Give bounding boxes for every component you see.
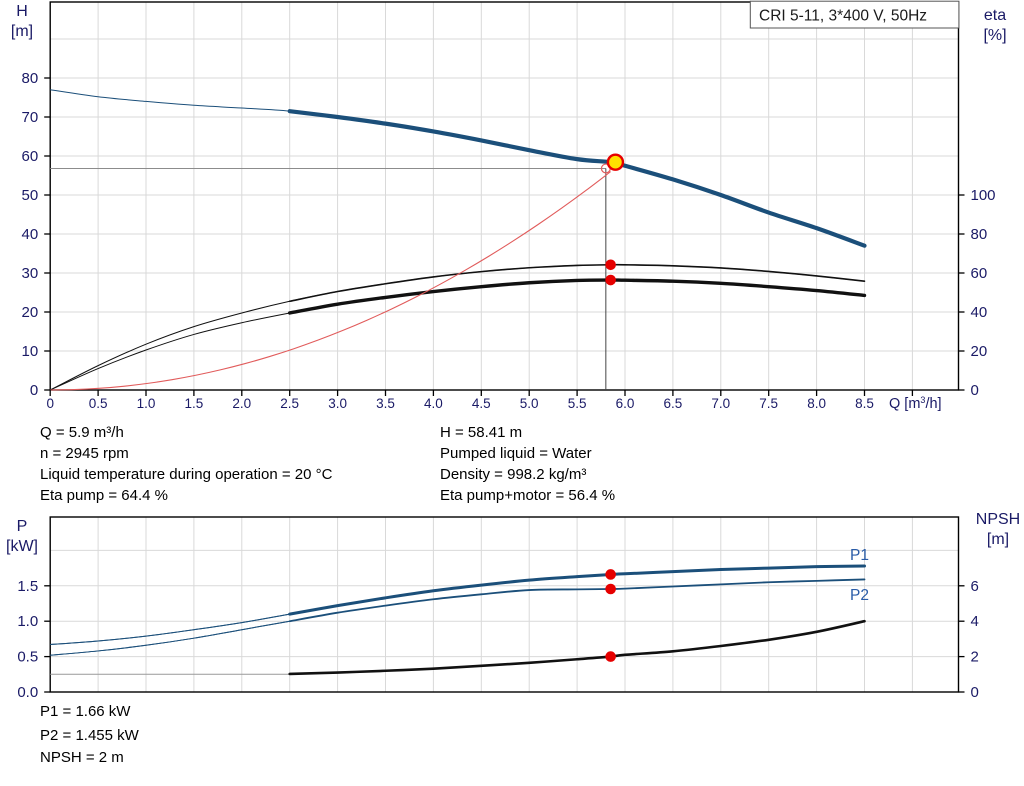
svg-text:60: 60 bbox=[971, 265, 988, 282]
svg-text:[m]: [m] bbox=[11, 23, 33, 40]
svg-text:H = 58.41 m: H = 58.41 m bbox=[440, 424, 522, 441]
svg-text:n = 2945 rpm: n = 2945 rpm bbox=[40, 445, 129, 462]
svg-text:60: 60 bbox=[22, 148, 39, 165]
svg-text:50: 50 bbox=[22, 187, 39, 204]
svg-text:30: 30 bbox=[22, 265, 39, 282]
svg-text:2: 2 bbox=[971, 649, 979, 666]
svg-text:Eta pump+motor = 56.4 %: Eta pump+motor = 56.4 % bbox=[440, 487, 615, 504]
svg-text:4: 4 bbox=[971, 613, 979, 630]
svg-text:4.5: 4.5 bbox=[472, 396, 491, 411]
svg-text:[%]: [%] bbox=[983, 27, 1006, 44]
svg-text:Pumped liquid = Water: Pumped liquid = Water bbox=[440, 445, 592, 462]
svg-text:80: 80 bbox=[22, 70, 39, 87]
svg-text:[m]: [m] bbox=[987, 531, 1009, 548]
svg-text:Q = 5.9 m³/h: Q = 5.9 m³/h bbox=[40, 424, 124, 441]
svg-text:8.0: 8.0 bbox=[807, 396, 826, 411]
svg-text:80: 80 bbox=[971, 226, 988, 243]
svg-text:5.0: 5.0 bbox=[520, 396, 539, 411]
svg-text:H: H bbox=[16, 3, 28, 20]
svg-text:0: 0 bbox=[46, 396, 54, 411]
svg-text:0.5: 0.5 bbox=[89, 396, 108, 411]
svg-text:7.0: 7.0 bbox=[711, 396, 730, 411]
svg-text:NPSH: NPSH bbox=[976, 511, 1020, 528]
svg-text:6: 6 bbox=[971, 578, 979, 595]
svg-text:[kW]: [kW] bbox=[6, 538, 38, 555]
svg-text:40: 40 bbox=[971, 304, 988, 321]
svg-text:20: 20 bbox=[971, 343, 988, 360]
svg-text:100: 100 bbox=[971, 187, 996, 204]
svg-text:NPSH = 2 m: NPSH = 2 m bbox=[40, 749, 124, 766]
svg-text:3.0: 3.0 bbox=[328, 396, 347, 411]
svg-text:8.5: 8.5 bbox=[855, 396, 874, 411]
svg-text:0.0: 0.0 bbox=[17, 684, 38, 701]
svg-text:5.5: 5.5 bbox=[568, 396, 587, 411]
svg-text:Density = 998.2 kg/m³: Density = 998.2 kg/m³ bbox=[440, 466, 586, 483]
svg-text:P1 = 1.66 kW: P1 = 1.66 kW bbox=[40, 703, 131, 720]
svg-text:Eta pump = 64.4 %: Eta pump = 64.4 % bbox=[40, 487, 168, 504]
svg-text:0.5: 0.5 bbox=[17, 649, 38, 666]
svg-text:0: 0 bbox=[971, 684, 979, 701]
svg-text:1.0: 1.0 bbox=[137, 396, 156, 411]
svg-text:4.0: 4.0 bbox=[424, 396, 443, 411]
svg-text:P2 = 1.455 kW: P2 = 1.455 kW bbox=[40, 727, 140, 744]
svg-text:2.5: 2.5 bbox=[280, 396, 299, 411]
svg-text:1.5: 1.5 bbox=[17, 578, 38, 595]
svg-text:0: 0 bbox=[971, 382, 979, 399]
svg-text:1.5: 1.5 bbox=[185, 396, 204, 411]
svg-text:1.0: 1.0 bbox=[17, 613, 38, 630]
svg-text:6.5: 6.5 bbox=[664, 396, 683, 411]
svg-text:70: 70 bbox=[22, 109, 39, 126]
svg-text:40: 40 bbox=[22, 226, 39, 243]
svg-text:P: P bbox=[17, 518, 28, 535]
svg-text:10: 10 bbox=[22, 343, 39, 360]
svg-text:Liquid temperature during oper: Liquid temperature during operation = 20… bbox=[40, 466, 333, 483]
svg-text:2.0: 2.0 bbox=[232, 396, 251, 411]
svg-text:Q [m3/h]: Q [m3/h] bbox=[889, 395, 942, 412]
svg-text:P1: P1 bbox=[850, 547, 869, 564]
svg-text:eta: eta bbox=[984, 7, 1006, 24]
svg-text:3.5: 3.5 bbox=[376, 396, 395, 411]
svg-text:0: 0 bbox=[30, 382, 38, 399]
svg-text:P2: P2 bbox=[850, 587, 869, 604]
svg-text:7.5: 7.5 bbox=[759, 396, 778, 411]
svg-text:6.0: 6.0 bbox=[616, 396, 635, 411]
svg-text:20: 20 bbox=[22, 304, 39, 321]
svg-text:CRI 5-11, 3*400 V, 50Hz: CRI 5-11, 3*400 V, 50Hz bbox=[759, 8, 927, 25]
